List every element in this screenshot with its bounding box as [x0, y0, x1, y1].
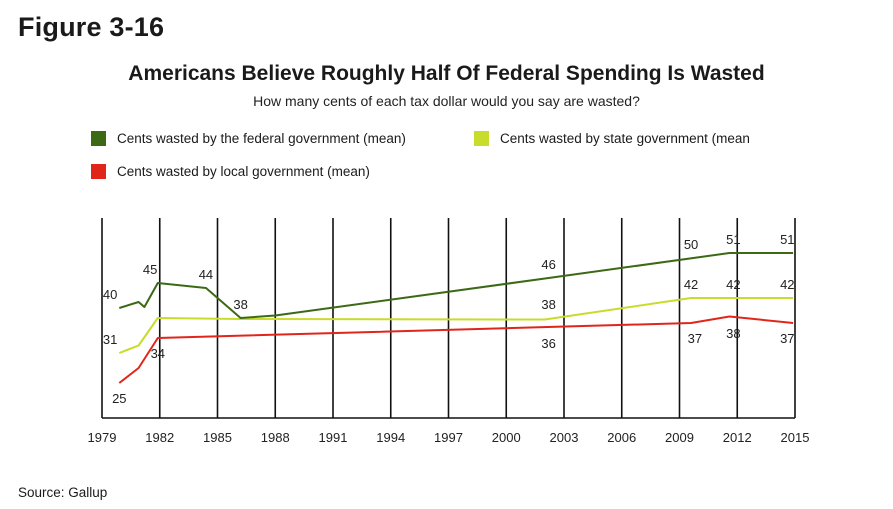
- x-tick-label-2015: 2015: [781, 430, 810, 445]
- series-line-1: [118, 297, 794, 354]
- chart-subtitle: How many cents of each tax dollar would …: [253, 93, 640, 109]
- data-label-s2-1: 34: [151, 346, 165, 361]
- data-label-s2-0: 25: [112, 391, 126, 406]
- x-tick-label-1997: 1997: [434, 430, 463, 445]
- data-label-s2-2: 36: [541, 336, 555, 351]
- figure-label: Figure 3-16: [18, 12, 165, 42]
- data-label-s1-1: 38: [541, 297, 555, 312]
- data-label-s0-5: 50: [684, 237, 698, 252]
- legend-item-state: Cents wasted by state government (mean: [474, 131, 750, 146]
- data-label-s0-2: 44: [199, 267, 213, 282]
- x-tick-label-1985: 1985: [203, 430, 232, 445]
- data-label-s1-4: 42: [780, 277, 794, 292]
- data-label-s2-3: 37: [688, 331, 702, 346]
- legend-item-local: Cents wasted by local government (mean): [91, 164, 370, 179]
- legend-label-federal: Cents wasted by the federal government (…: [117, 131, 406, 146]
- data-label-s0-0: 40: [103, 287, 117, 302]
- x-tick-label-1988: 1988: [261, 430, 290, 445]
- data-label-s1-0: 31: [103, 332, 117, 347]
- legend-label-local: Cents wasted by local government (mean): [117, 164, 370, 179]
- data-label-s1-2: 42: [684, 277, 698, 292]
- x-tick-label-1994: 1994: [376, 430, 405, 445]
- data-label-s0-4: 46: [541, 257, 555, 272]
- x-tick-label-2006: 2006: [607, 430, 636, 445]
- legend-item-federal: Cents wasted by the federal government (…: [91, 131, 406, 146]
- data-label-s2-5: 37: [780, 331, 794, 346]
- legend-swatch-federal: [91, 131, 106, 146]
- legend-swatch-state: [474, 131, 489, 146]
- x-tick-label-1991: 1991: [319, 430, 348, 445]
- data-label-s1-3: 42: [726, 277, 740, 292]
- series-line-2: [118, 315, 794, 384]
- data-label-s2-4: 38: [726, 326, 740, 341]
- data-label-s0-3: 38: [233, 297, 247, 312]
- legend-swatch-local: [91, 164, 106, 179]
- x-tick-label-2003: 2003: [550, 430, 579, 445]
- x-tick-label-2012: 2012: [723, 430, 752, 445]
- legend-label-state: Cents wasted by state government (mean: [500, 131, 750, 146]
- chart-title: Americans Believe Roughly Half Of Federa…: [128, 62, 765, 85]
- x-tick-label-2009: 2009: [665, 430, 694, 445]
- x-tick-label-2000: 2000: [492, 430, 521, 445]
- data-label-s0-7: 51: [780, 232, 794, 247]
- source-note: Source: Gallup: [18, 485, 108, 500]
- data-label-s0-6: 51: [726, 232, 740, 247]
- x-tick-label-1979: 1979: [88, 430, 117, 445]
- x-tick-label-1982: 1982: [145, 430, 174, 445]
- series-line-0: [119, 252, 794, 319]
- data-label-s0-1: 45: [143, 262, 157, 277]
